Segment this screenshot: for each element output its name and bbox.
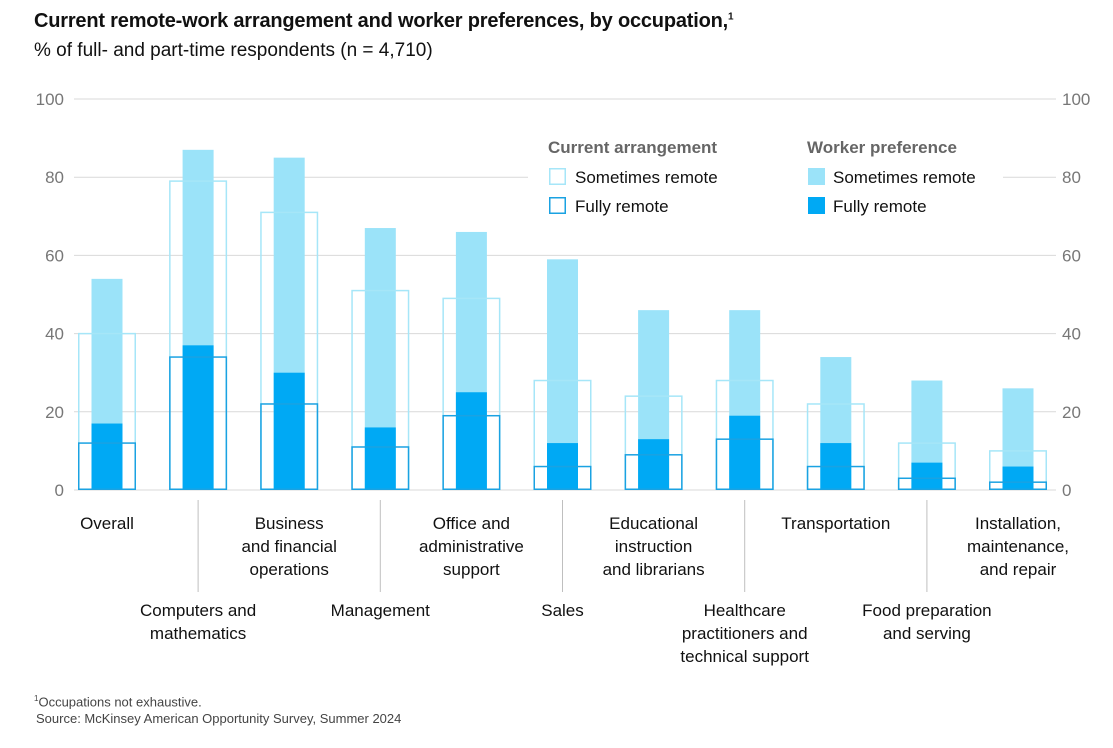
chart-subtitle: % of full- and part-time respondents (n … [34, 40, 433, 61]
y-tick-label-left: 20 [45, 403, 64, 422]
category-label: and serving [883, 624, 971, 643]
legend-label-preference-sometimes: Sometimes remote [833, 168, 976, 187]
category-label: administrative [419, 537, 524, 556]
category-label: and repair [980, 560, 1057, 579]
y-tick-label-right: 80 [1062, 168, 1081, 187]
legend-swatch-current-fully [549, 197, 566, 214]
category-label: Healthcare [704, 601, 786, 620]
bar-preference-fully [91, 423, 123, 490]
y-tick-label-left: 80 [45, 168, 64, 187]
category-label: maintenance, [967, 537, 1069, 556]
y-tick-label-left: 100 [36, 90, 64, 109]
bar-current-fully [897, 477, 956, 490]
bar-preference-fully [273, 372, 305, 490]
category-label: Sales [541, 601, 584, 620]
bar-chart: 0 0 20 20 40 40 60 60 80 80 100 100 Overall Computers… [36, 90, 1091, 666]
category-label: technical support [680, 647, 809, 666]
category-label: Business [255, 514, 324, 533]
legend-swatch-preference-sometimes [808, 168, 825, 185]
category-label: Food preparation [862, 601, 991, 620]
bar-preference-fully [729, 415, 761, 490]
y-tick-label-right: 40 [1062, 325, 1081, 344]
y-tick-label-left: 40 [45, 325, 64, 344]
y-tick-label-right: 0 [1062, 481, 1071, 500]
category-label: Educational [609, 514, 698, 533]
bar-preference-fully [364, 427, 396, 490]
category-label: support [443, 560, 500, 579]
bar-current-fully [78, 442, 136, 490]
y-tick-label-right: 20 [1062, 403, 1081, 422]
category-label: Office and [433, 514, 510, 533]
category-label: Management [331, 601, 431, 620]
legend-swatch-preference-fully [808, 197, 825, 214]
category-label: practitioners and [682, 624, 808, 643]
y-tick-label-right: 100 [1062, 90, 1090, 109]
y-tick-label-right: 60 [1062, 246, 1081, 265]
bar-current-fully [715, 438, 774, 491]
bar-current-fully [806, 465, 865, 491]
legend-heading-current: Current arrangement [548, 138, 717, 157]
bar-current-fully [351, 446, 410, 490]
source-note: Source: McKinsey American Opportunity Su… [36, 711, 402, 726]
category-label: and financial [241, 537, 336, 556]
bar-preference-fully [638, 439, 670, 490]
category-label: Overall [80, 514, 134, 533]
category-label: Installation, [975, 514, 1061, 533]
category-label: and librarians [603, 560, 705, 579]
bar-current-fully [442, 414, 501, 490]
legend-swatch-current-sometimes [549, 168, 566, 185]
y-tick-label-left: 60 [45, 246, 64, 265]
category-label: Transportation [781, 514, 890, 533]
legend-heading-preference: Worker preference [807, 138, 957, 157]
bar-preference-fully [1002, 466, 1034, 490]
bar-current-fully [260, 403, 319, 491]
bar-preference-fully [182, 345, 214, 490]
bar-preference-fully [911, 462, 943, 490]
bar-current-fully [989, 481, 1047, 490]
category-label: mathematics [150, 624, 246, 643]
chart-title: Current remote-work arrangement and work… [34, 10, 734, 32]
bar-current-fully [624, 454, 683, 490]
category-label: operations [250, 560, 329, 579]
bar-current-fully [533, 465, 592, 491]
bar-preference-fully [455, 392, 487, 490]
category-label: Computers and [140, 601, 256, 620]
legend-label-current-fully: Fully remote [575, 197, 669, 216]
category-label: instruction [615, 537, 692, 556]
legend-label-current-sometimes: Sometimes remote [575, 168, 718, 187]
y-tick-label-left: 0 [55, 481, 64, 500]
footnote: 1Occupations not exhaustive. [34, 694, 202, 710]
legend-label-preference-fully: Fully remote [833, 197, 927, 216]
bar-current-fully [169, 356, 228, 490]
